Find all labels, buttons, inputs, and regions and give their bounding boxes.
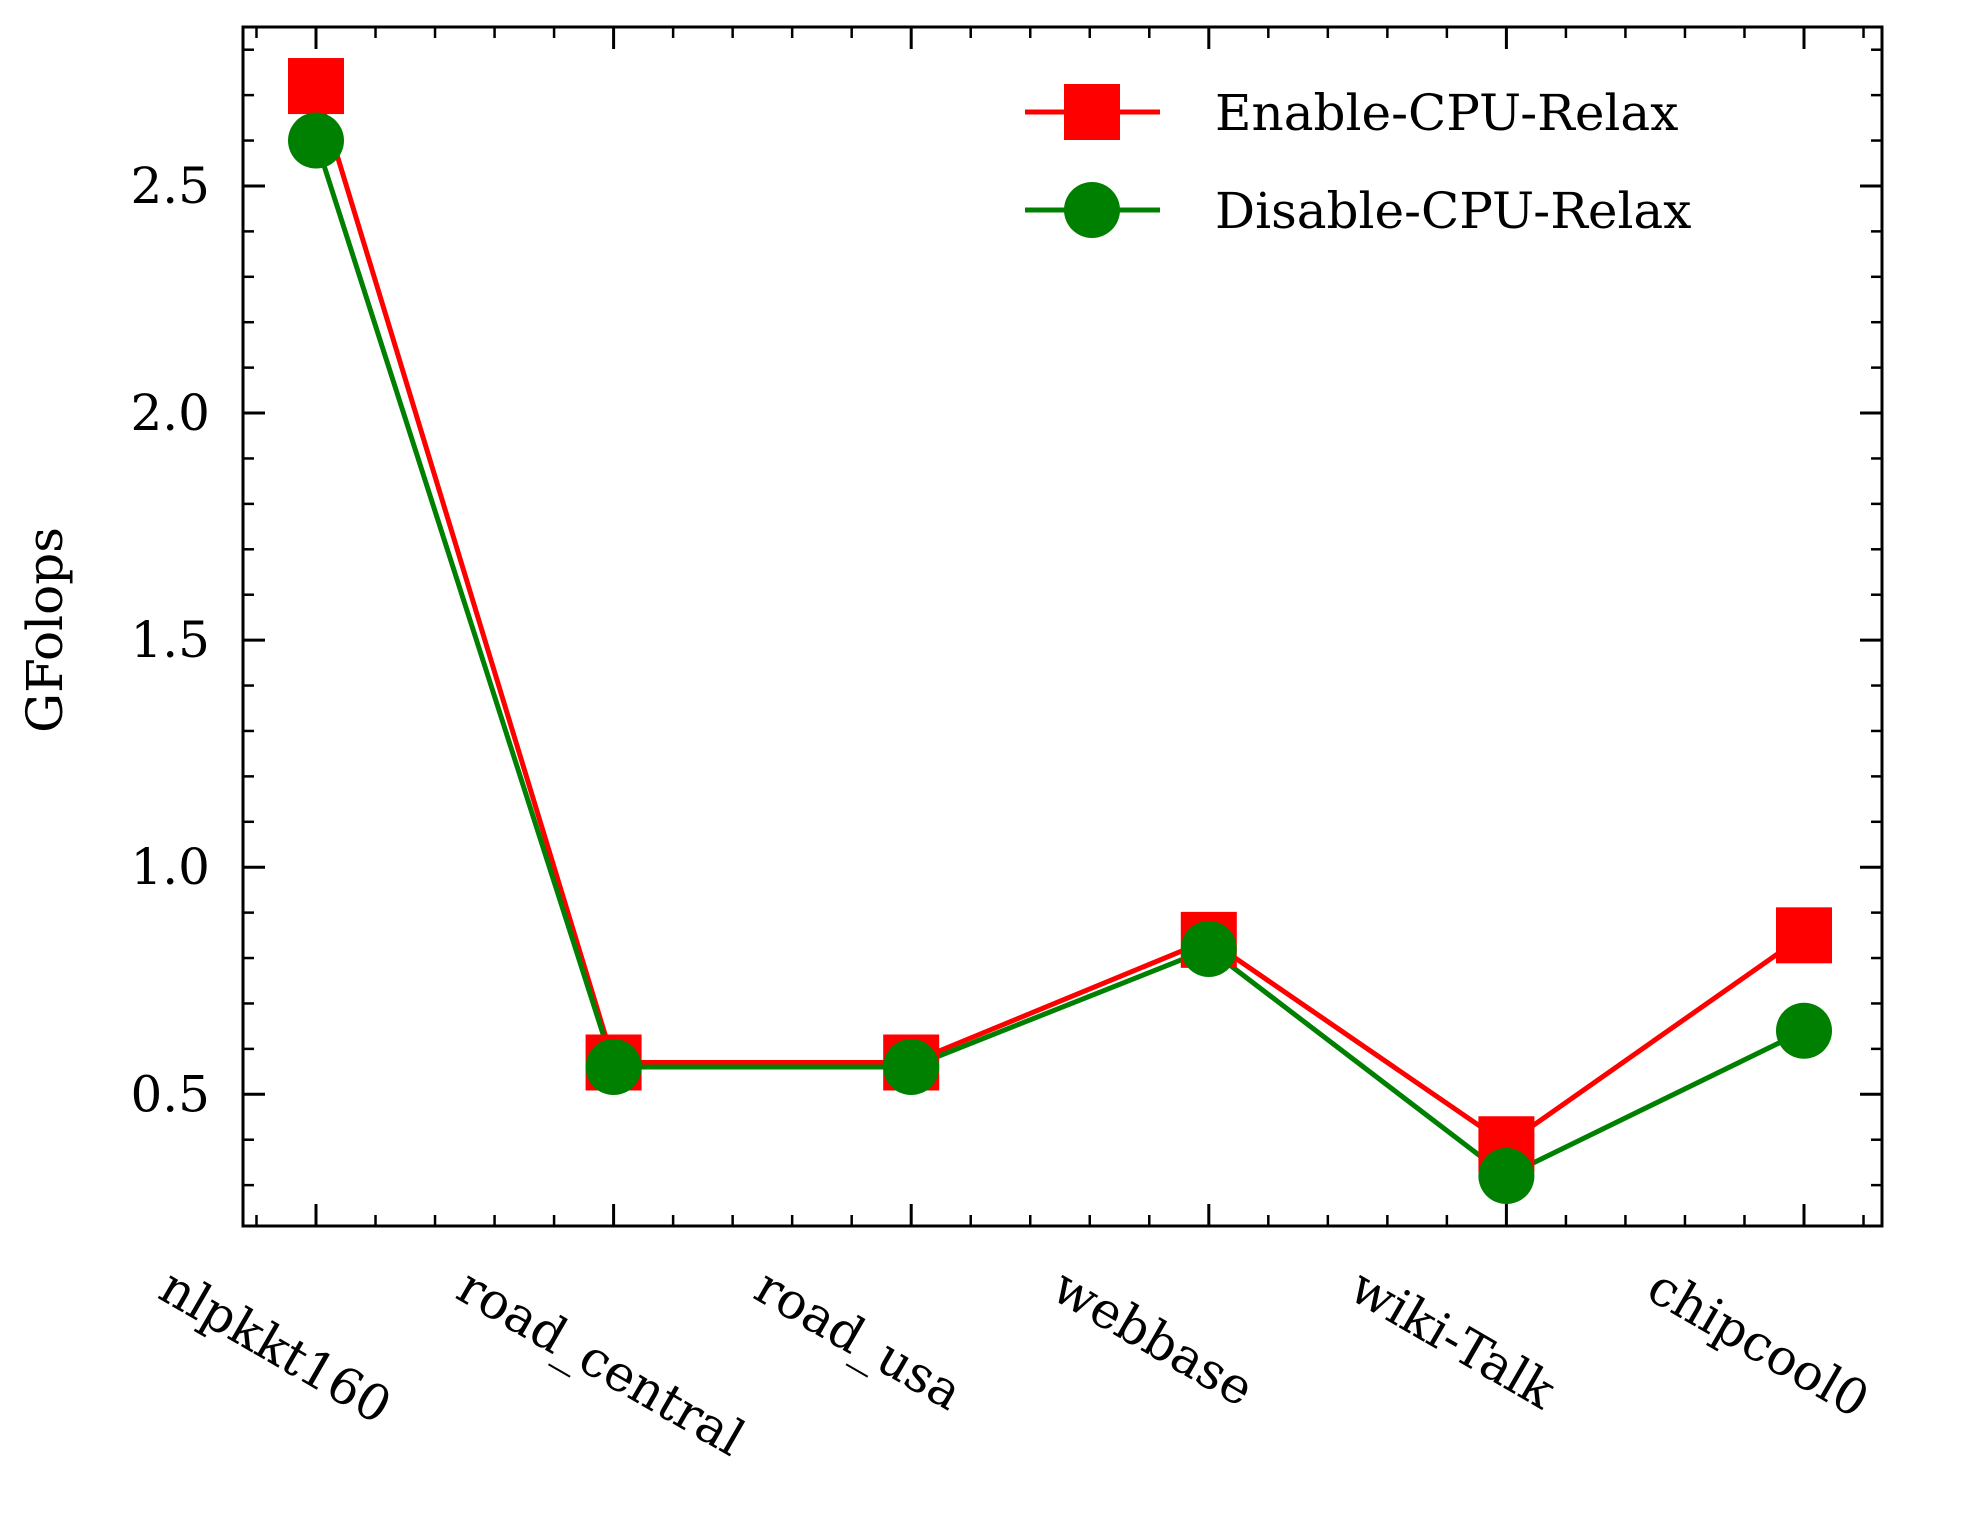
series-1-point <box>288 112 344 169</box>
series-1-point <box>585 1039 642 1096</box>
x-tick-label: chipcool0 <box>1638 1257 1878 1429</box>
x-tick-label: wiki-Talk <box>1340 1257 1565 1420</box>
series-1-point <box>1776 1002 1832 1059</box>
legend-label-disable: Disable-CPU-Relax <box>1215 182 1691 240</box>
x-tick-label: road_usa <box>745 1257 972 1421</box>
y-axis-label: GFolops <box>16 527 74 733</box>
series-layer <box>288 58 1832 1205</box>
tick-labels: 0.5 1.0 1.5 2.0 2.5 nlpkkt160 road_centralroad… <box>130 157 1878 1468</box>
y-tick-label: 2.0 <box>130 384 210 442</box>
y-tick-label: 0.5 <box>130 1065 210 1123</box>
legend-marker-enable <box>1064 84 1120 140</box>
plot-frame <box>241 25 1884 1228</box>
series-1-point <box>883 1039 940 1096</box>
series-0-point <box>288 58 344 115</box>
legend-label-enable: Enable-CPU-Relax <box>1215 84 1678 142</box>
series-line-0 <box>313 85 1806 1147</box>
legend: Enable-CPU-Relax Disable-CPU-Relax <box>1025 84 1691 240</box>
x-tick-label: nlpkkt160 <box>150 1257 401 1435</box>
series-line-1 <box>313 139 1806 1179</box>
legend-marker-disable <box>1064 182 1120 238</box>
series-1-point <box>1180 920 1237 977</box>
axes <box>241 25 1884 1228</box>
y-tick-label: 1.5 <box>130 611 210 669</box>
y-tick-label: 2.5 <box>130 157 210 215</box>
series-1-point <box>1478 1148 1535 1205</box>
x-tick-label: road_central <box>448 1257 754 1467</box>
y-tick-label: 1.0 <box>130 838 210 896</box>
series-0-point <box>1776 907 1832 964</box>
x-tick-label: webbase <box>1043 1257 1264 1418</box>
